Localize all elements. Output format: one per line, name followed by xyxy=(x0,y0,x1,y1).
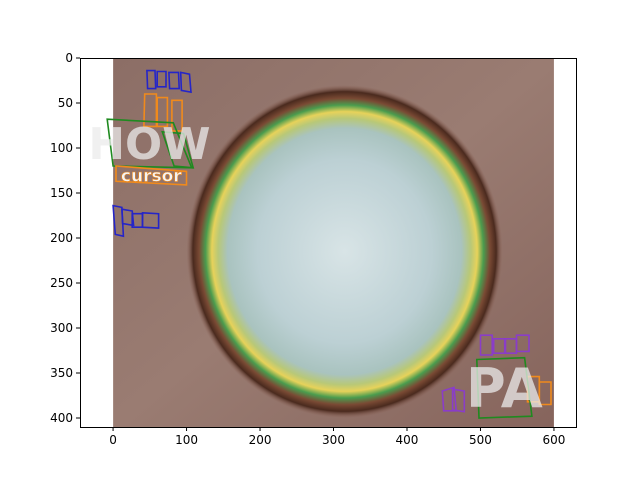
annotation-box xyxy=(538,381,552,406)
x-tick-label: 200 xyxy=(249,433,272,447)
y-tick-label: 300 xyxy=(50,321,73,335)
y-axis: 0 50 100 150 200 250 300 350 400 xyxy=(50,51,80,425)
annotation-box xyxy=(451,388,466,413)
crater-image xyxy=(186,85,503,418)
y-tick-label: 250 xyxy=(50,276,73,290)
annotation-box xyxy=(171,99,183,132)
y-tick-label: 50 xyxy=(58,96,73,110)
word-label: PA xyxy=(466,357,543,420)
annotation-box xyxy=(156,70,167,88)
word-box xyxy=(106,118,193,169)
y-tick-label: 200 xyxy=(50,231,73,245)
annotation-box xyxy=(112,204,125,238)
annotation-box xyxy=(504,337,518,355)
x-tick-label: 400 xyxy=(396,433,419,447)
x-tick-label: 300 xyxy=(322,433,345,447)
x-tick-label: 500 xyxy=(469,433,492,447)
y-tick-label: 350 xyxy=(50,366,73,380)
x-tick-label: 0 xyxy=(109,433,117,447)
annotation-box xyxy=(179,71,192,94)
annotation-box xyxy=(168,71,181,90)
annotation-box xyxy=(141,211,160,229)
annotation-box xyxy=(479,334,494,356)
x-tick-label: 600 xyxy=(543,433,566,447)
word-box xyxy=(115,165,188,186)
word-label: HOW xyxy=(88,119,210,170)
annotation-box xyxy=(161,130,195,169)
x-tick-label: 100 xyxy=(175,433,198,447)
annotation-box xyxy=(156,96,169,128)
word-box xyxy=(475,356,533,419)
x-axis: 0 100 200 300 400 500 600 xyxy=(109,427,565,447)
y-tick-label: 100 xyxy=(50,141,73,155)
annotation-box xyxy=(515,334,530,353)
axes-frame xyxy=(80,58,577,428)
annotation-box xyxy=(146,69,157,90)
y-tick-label: 150 xyxy=(50,186,73,200)
image-layer xyxy=(113,58,554,427)
word-label: cursor xyxy=(121,166,182,186)
annotation-box xyxy=(121,208,135,227)
y-tick-label: 400 xyxy=(50,411,73,425)
y-tick-label: 0 xyxy=(65,51,73,65)
